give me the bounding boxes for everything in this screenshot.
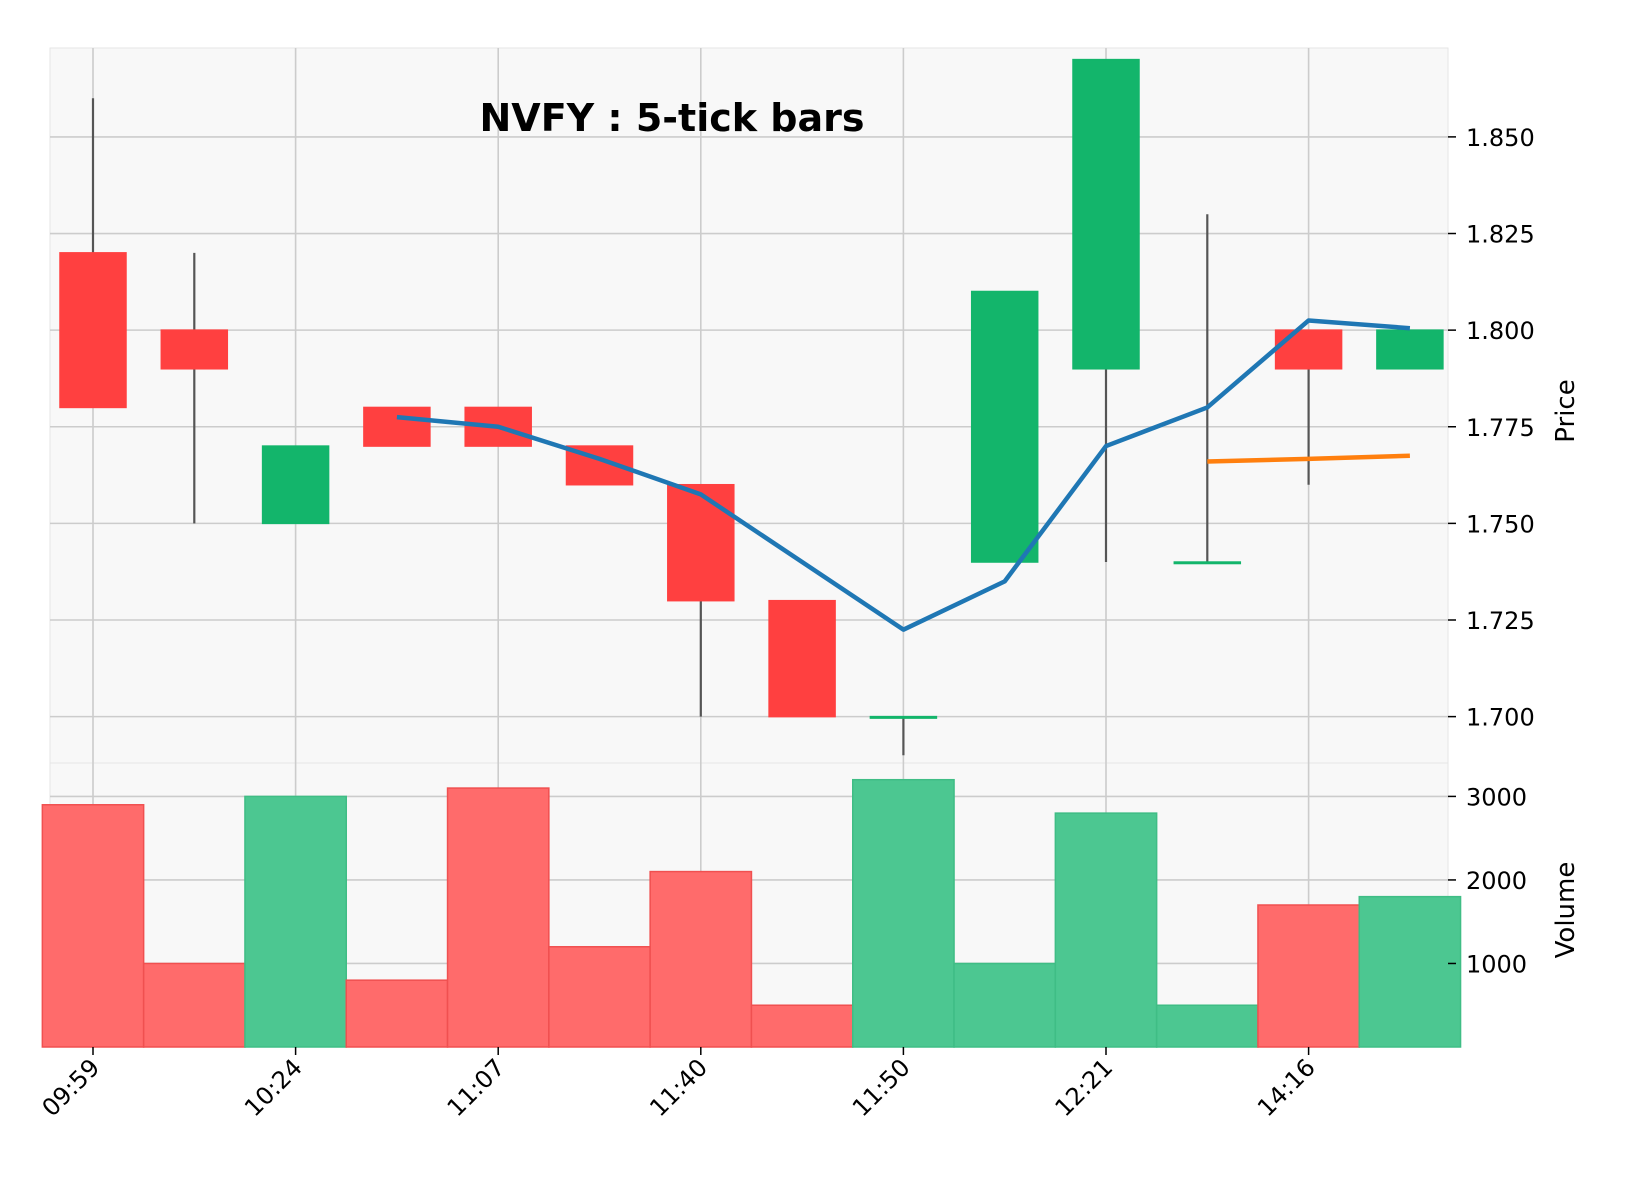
price-tick-label: 1.800 (1466, 317, 1535, 345)
series-line (396, 318, 1411, 632)
candle-body (160, 329, 229, 370)
volume-bar (1155, 1004, 1259, 1048)
volume-bar (548, 946, 651, 1048)
price-tick-label: 1.750 (1466, 510, 1535, 538)
volume-bar (142, 962, 246, 1048)
candle-body (261, 445, 330, 525)
volume-tick-label: 2000 (1466, 867, 1527, 895)
volume-bar (852, 778, 955, 1048)
candle-body (1274, 329, 1343, 370)
chart-title: NVFY : 5-tick bars (480, 96, 865, 140)
x-tick-label: 14:16 (1252, 1053, 1321, 1122)
candle-body (667, 483, 735, 602)
x-axis-ticks: 09:59 10:24 11:07 11:40 11:50 12:21 14:16 (37, 1047, 1321, 1122)
candle-body (59, 252, 127, 409)
price-tick-label: 1.825 (1466, 221, 1535, 249)
price-axis-label: Price (1551, 379, 1581, 442)
volume-bar (1054, 812, 1158, 1048)
x-tick-label: 11:40 (644, 1053, 713, 1122)
x-tick-label: 09:59 (37, 1053, 106, 1122)
volume-bar (244, 795, 347, 1048)
volume-tick-label: 3000 (1466, 783, 1527, 811)
price-panel (49, 47, 1449, 764)
volume-bar (345, 979, 449, 1048)
y-axis-ticks: 1.700 1.725 1.750 1.775 1.800 1.825 1.850 1000 2… (1448, 124, 1535, 978)
candle-body (768, 599, 836, 718)
volume-axis-label: Volume (1551, 862, 1581, 959)
volume-bar (953, 962, 1057, 1048)
price-tick-label: 1.700 (1466, 704, 1535, 732)
volume-tick-label: 1000 (1466, 950, 1527, 978)
price-tick-label: 1.775 (1466, 414, 1535, 442)
volume-bar (750, 1004, 854, 1048)
x-tick-label: 12:21 (1050, 1053, 1119, 1122)
series-line (1207, 453, 1410, 464)
x-tick-label: 10:24 (239, 1053, 308, 1122)
volume-bar (649, 870, 753, 1048)
candle-body (363, 406, 431, 447)
candles (59, 58, 1444, 756)
volume-bars (41, 778, 1462, 1048)
volume-bar (1257, 904, 1360, 1048)
candle-body (1376, 329, 1444, 370)
candle-body (970, 290, 1039, 563)
candle-body (1173, 561, 1242, 565)
price-tick-label: 1.725 (1466, 607, 1535, 635)
candle-body (1072, 58, 1140, 370)
volume-bar (1358, 895, 1462, 1048)
moving-average-lines (396, 318, 1411, 632)
x-tick-label: 11:50 (847, 1053, 916, 1122)
price-tick-label: 1.850 (1466, 124, 1535, 152)
candle-body (869, 715, 938, 719)
volume-bar (446, 787, 550, 1048)
x-tick-label: 11:07 (442, 1053, 511, 1122)
volume-bar (41, 804, 145, 1048)
